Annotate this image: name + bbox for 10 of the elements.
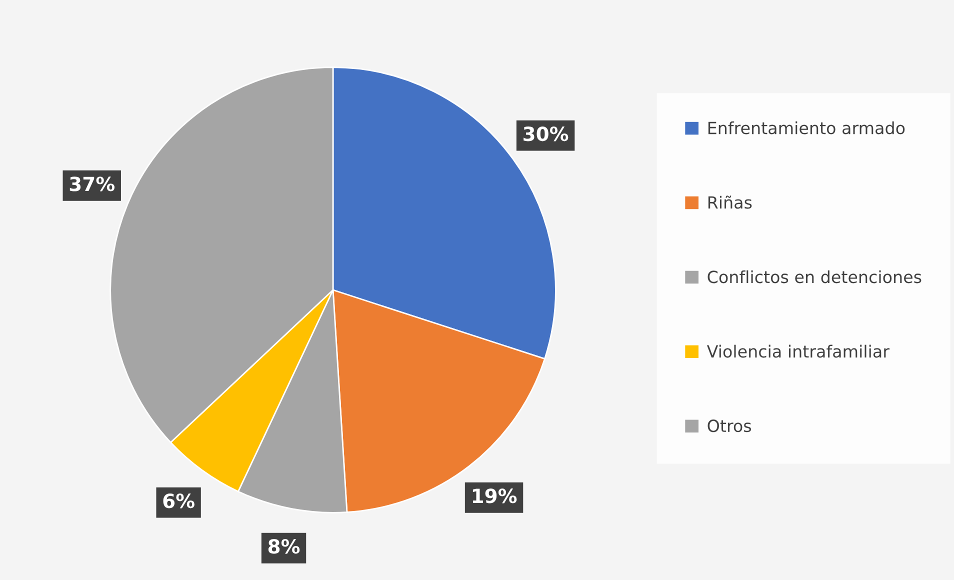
legend-label: Otros (708, 420, 752, 432)
data-label: 30% (524, 126, 568, 142)
legend-label: Riñas (708, 196, 752, 209)
data-label: 37% (70, 176, 115, 192)
legend-label: Conflictos en detenciones (708, 270, 922, 284)
legend-label: Enfrentamiento armado (708, 121, 905, 134)
data-label: 6% (163, 493, 194, 508)
legend-label: Violencia intrafamiliar (706, 344, 890, 358)
data-label: 19% (472, 488, 517, 504)
data-label: 8% (268, 539, 300, 554)
